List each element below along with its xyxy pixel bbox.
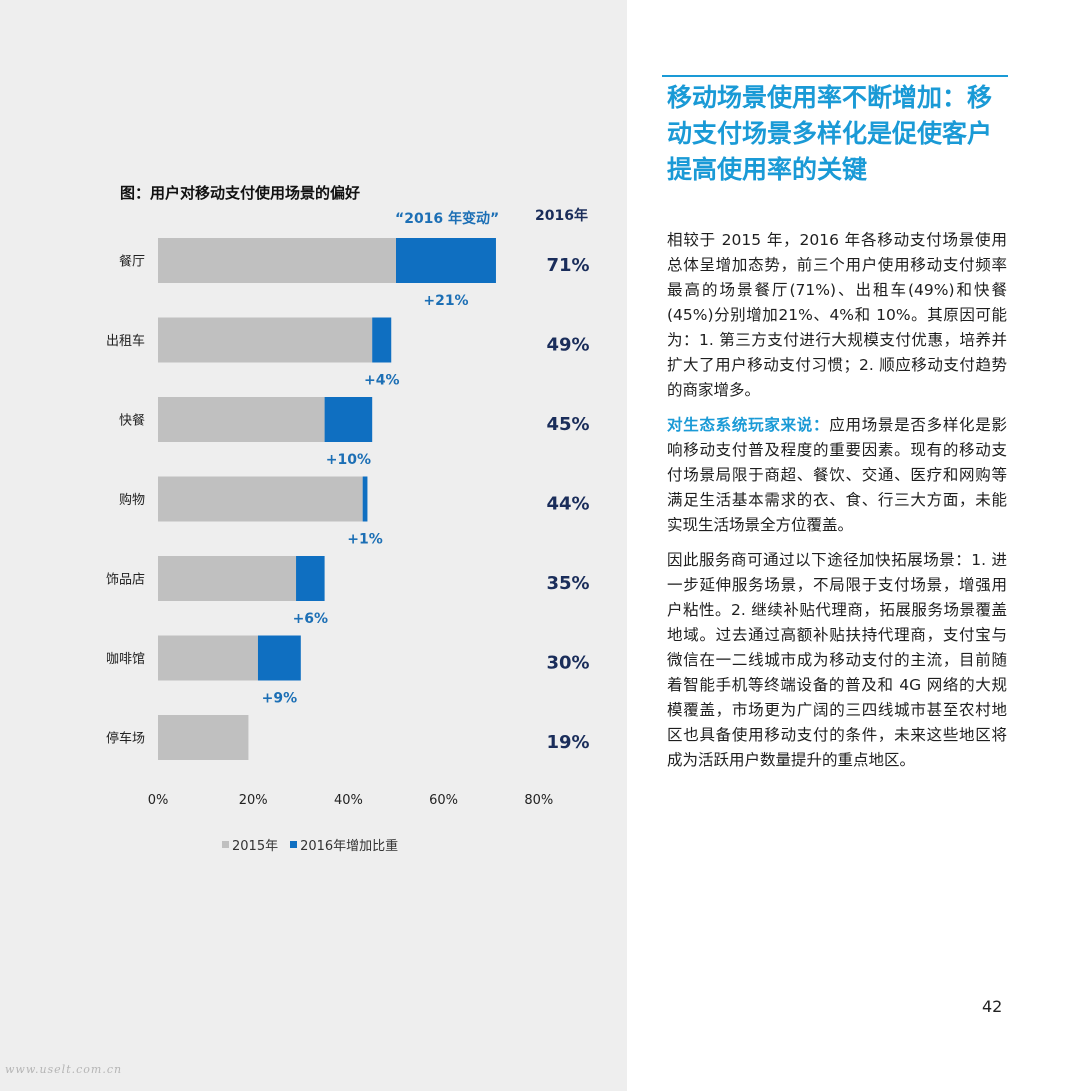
paragraph-2-lead: 对生态系统玩家来说： [667, 416, 830, 434]
category-label: 餐厅 [119, 254, 145, 270]
bar-2016-increase [324, 397, 373, 442]
change-label: +10% [326, 452, 371, 468]
bar-2016-increase [362, 476, 368, 522]
bar-2016-increase [296, 556, 325, 601]
change-column-header: “2016 年变动” [395, 211, 500, 227]
total-2016-label: 71% [546, 255, 589, 276]
category-label: 饰品店 [106, 573, 145, 588]
category-label: 快餐 [119, 413, 145, 429]
article-heading: 移动场景使用率不断增加：移动支付场景多样化是促使客户提高使用率的关键 [667, 83, 993, 184]
change-label: +1% [347, 532, 383, 548]
bar-2015 [158, 397, 325, 442]
total-2016-label: 30% [546, 653, 589, 674]
change-label: +9% [262, 691, 298, 707]
bar-2015 [158, 715, 249, 760]
bar-2015 [158, 317, 373, 363]
change-label: +6% [293, 611, 329, 627]
category-label: 停车场 [106, 731, 145, 747]
legend-label-2015: 2015年 [232, 839, 279, 854]
page-number: 42 [982, 997, 1003, 1016]
legend-item-2015: 2015年 [222, 835, 278, 854]
bar-2016-increase [372, 317, 392, 363]
paragraph-3: 因此服务商可通过以下途径加快拓展场景：1. 进一步延伸服务场景，不局限于支付场景… [667, 551, 1007, 769]
bar-chart: 餐厅 +21% 71% 出租车 +4% 49% 快餐 +10% 45% 购物 +1% 44% 饰品店 +6… [106, 238, 590, 808]
watermark: www.uselt.com.cn [5, 1063, 123, 1076]
x-tick-label: 20% [239, 793, 268, 808]
bar-2015 [158, 476, 363, 522]
total-2016-label: 49% [546, 335, 589, 356]
heading-rule [662, 75, 1008, 77]
change-label: +4% [364, 373, 400, 389]
bar-2015 [158, 238, 396, 283]
paragraph-2: 对生态系统玩家来说：应用场景是否多样化是影响移动支付普及程度的重要因素。现有的移… [667, 413, 1007, 538]
paragraph-1: 相较于 2015 年，2016 年各移动支付场景使用总体呈增加态势，前三个用户使… [667, 231, 1007, 399]
year-column-header: 2016年 [535, 208, 588, 224]
chart-title: 图：用户对移动支付使用场景的偏好 [120, 184, 361, 202]
bar-2015 [158, 556, 297, 601]
text-panel [627, 0, 1091, 1091]
paragraph-2-text: 应用场景是否多样化是影响移动支付普及程度的重要因素。现有的移动支付场景局限于商超… [667, 416, 1007, 534]
total-2016-label: 19% [546, 732, 589, 753]
x-tick-label: 40% [334, 793, 363, 808]
chart-legend: 2015年 2016年增加比重 [222, 835, 410, 854]
category-label: 咖啡馆 [106, 652, 145, 667]
category-label: 购物 [119, 492, 145, 508]
x-tick-label: 60% [429, 793, 458, 808]
total-2016-label: 45% [546, 414, 589, 435]
legend-item-2016-increase: 2016年增加比重 [290, 835, 398, 854]
bar-2015 [158, 635, 258, 681]
legend-swatch-2016-increase [290, 841, 298, 848]
bar-2016-increase [257, 635, 301, 681]
chart-panel [0, 0, 627, 1091]
change-label: +21% [423, 293, 468, 309]
x-tick-label: 80% [524, 793, 553, 808]
bar-2016-increase [396, 238, 496, 283]
total-2016-label: 35% [546, 573, 589, 594]
legend-label-2016-increase: 2016年增加比重 [300, 839, 399, 854]
article-body: 相较于 2015 年，2016 年各移动支付场景使用总体呈增加态势，前三个用户使… [667, 228, 1007, 783]
total-2016-label: 44% [546, 494, 589, 515]
category-label: 出租车 [106, 333, 145, 349]
legend-swatch-2015 [222, 841, 229, 848]
x-tick-label: 0% [148, 793, 169, 808]
